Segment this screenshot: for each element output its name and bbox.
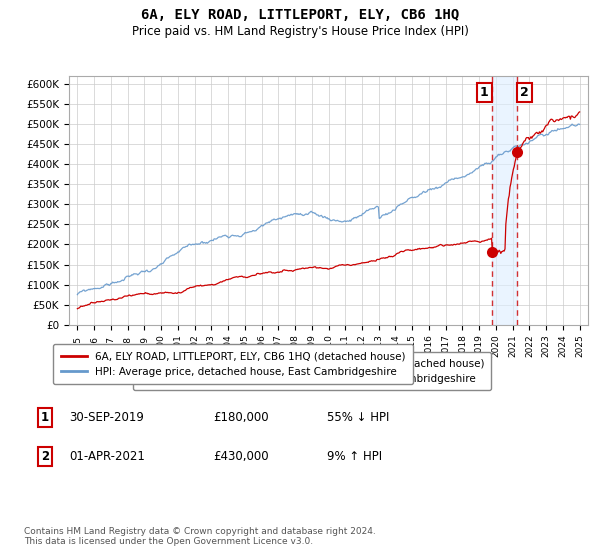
Text: 01-APR-2021: 01-APR-2021: [69, 450, 145, 463]
Text: 2: 2: [41, 450, 49, 463]
Legend: 6A, ELY ROAD, LITTLEPORT, ELY, CB6 1HQ (detached house), HPI: Average price, det: 6A, ELY ROAD, LITTLEPORT, ELY, CB6 1HQ (…: [133, 352, 491, 390]
Text: 1: 1: [41, 410, 49, 424]
Text: 9% ↑ HPI: 9% ↑ HPI: [327, 450, 382, 463]
Text: £180,000: £180,000: [213, 410, 269, 424]
Text: Price paid vs. HM Land Registry's House Price Index (HPI): Price paid vs. HM Land Registry's House …: [131, 25, 469, 38]
Text: 1: 1: [480, 86, 488, 99]
Text: 55% ↓ HPI: 55% ↓ HPI: [327, 410, 389, 424]
Text: 6A, ELY ROAD, LITTLEPORT, ELY, CB6 1HQ: 6A, ELY ROAD, LITTLEPORT, ELY, CB6 1HQ: [141, 8, 459, 22]
Text: Contains HM Land Registry data © Crown copyright and database right 2024.
This d: Contains HM Land Registry data © Crown c…: [24, 526, 376, 546]
Legend: 6A, ELY ROAD, LITTLEPORT, ELY, CB6 1HQ (detached house), HPI: Average price, det: 6A, ELY ROAD, LITTLEPORT, ELY, CB6 1HQ (…: [53, 344, 413, 384]
Text: 30-SEP-2019: 30-SEP-2019: [69, 410, 144, 424]
Text: 2: 2: [520, 86, 529, 99]
Text: £430,000: £430,000: [213, 450, 269, 463]
Bar: [492, 76, 517, 325]
